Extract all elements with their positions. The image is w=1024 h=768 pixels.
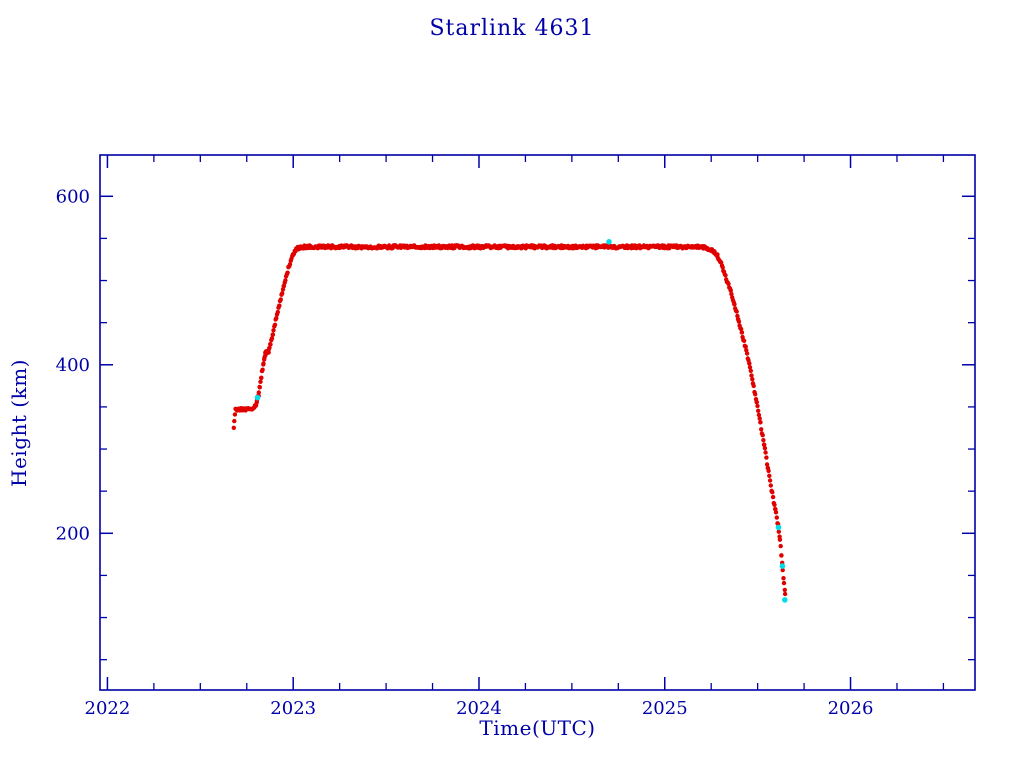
svg-text:2023: 2023 [270,698,316,719]
svg-text:600: 600 [56,186,90,207]
y-axis-label: Height (km) [7,359,31,487]
svg-text:200: 200 [56,523,90,544]
svg-text:2024: 2024 [456,698,502,719]
chart-title: Starlink 4631 [429,16,595,41]
svg-text:2026: 2026 [828,698,874,719]
svg-text:2025: 2025 [642,698,688,719]
svg-text:400: 400 [56,355,90,376]
x-axis-label: Time(UTC) [479,716,596,740]
svg-text:2022: 2022 [85,698,131,719]
